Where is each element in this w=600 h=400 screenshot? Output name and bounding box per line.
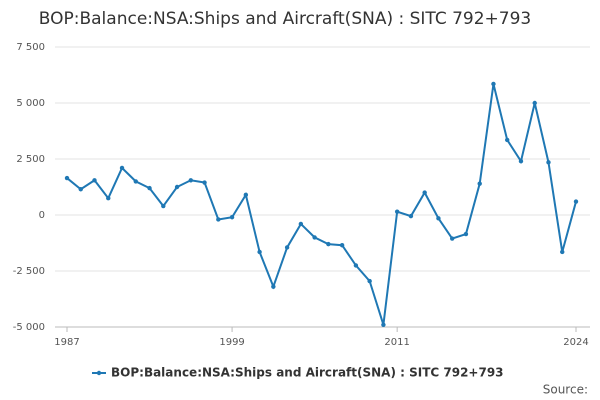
- point: [106, 196, 111, 201]
- point: [505, 137, 510, 143]
- y-tick-label: 7 500: [16, 42, 45, 53]
- point: [174, 184, 180, 190]
- point: [257, 249, 262, 255]
- point: [284, 245, 290, 250]
- point: [298, 221, 304, 227]
- point: [518, 159, 524, 164]
- point: [477, 181, 482, 186]
- point: [573, 199, 579, 204]
- point: [64, 175, 70, 181]
- point: [394, 209, 400, 214]
- point: [463, 231, 469, 237]
- point: [78, 187, 83, 192]
- point: [271, 284, 276, 289]
- x-tick-label: 2024: [563, 337, 588, 348]
- point: [449, 236, 455, 241]
- y-tick-label: 0: [39, 210, 45, 221]
- point: [326, 241, 331, 247]
- point: [133, 179, 138, 184]
- y-tick-label: -2 500: [13, 266, 45, 277]
- point: [353, 263, 359, 268]
- y-tick-label: 2 500: [16, 154, 45, 165]
- point: [532, 100, 537, 106]
- point: [188, 178, 194, 183]
- point: [436, 216, 441, 221]
- y-tick-label: -5 000: [13, 322, 45, 333]
- point: [560, 249, 565, 255]
- x-tick-label: 2011: [384, 337, 409, 348]
- point: [92, 178, 97, 183]
- point: [339, 243, 345, 248]
- point: [229, 215, 235, 220]
- point: [546, 160, 551, 165]
- point: [202, 180, 207, 185]
- point: [312, 235, 317, 240]
- y-tick-label: 5 000: [16, 98, 45, 109]
- point: [408, 213, 414, 219]
- point: [422, 190, 427, 195]
- point: [381, 322, 386, 327]
- point: [216, 217, 221, 222]
- series-line: [66, 83, 577, 326]
- point: [147, 185, 152, 191]
- point: [367, 278, 372, 284]
- chart-title: BOP:Balance:NSA:Ships and Aircraft(SNA) …: [39, 9, 531, 29]
- source: Source:: [543, 383, 588, 397]
- point: [161, 203, 166, 209]
- point: [491, 81, 496, 87]
- x-tick-label: 1999: [219, 337, 244, 348]
- legend-label: BOP:Balance:NSA:Ships and Aircraft(SNA) …: [111, 366, 504, 380]
- x-tick-label: 1987: [54, 337, 79, 348]
- legend-swatch-dot: [96, 370, 102, 376]
- point: [243, 192, 249, 198]
- point: [119, 165, 125, 171]
